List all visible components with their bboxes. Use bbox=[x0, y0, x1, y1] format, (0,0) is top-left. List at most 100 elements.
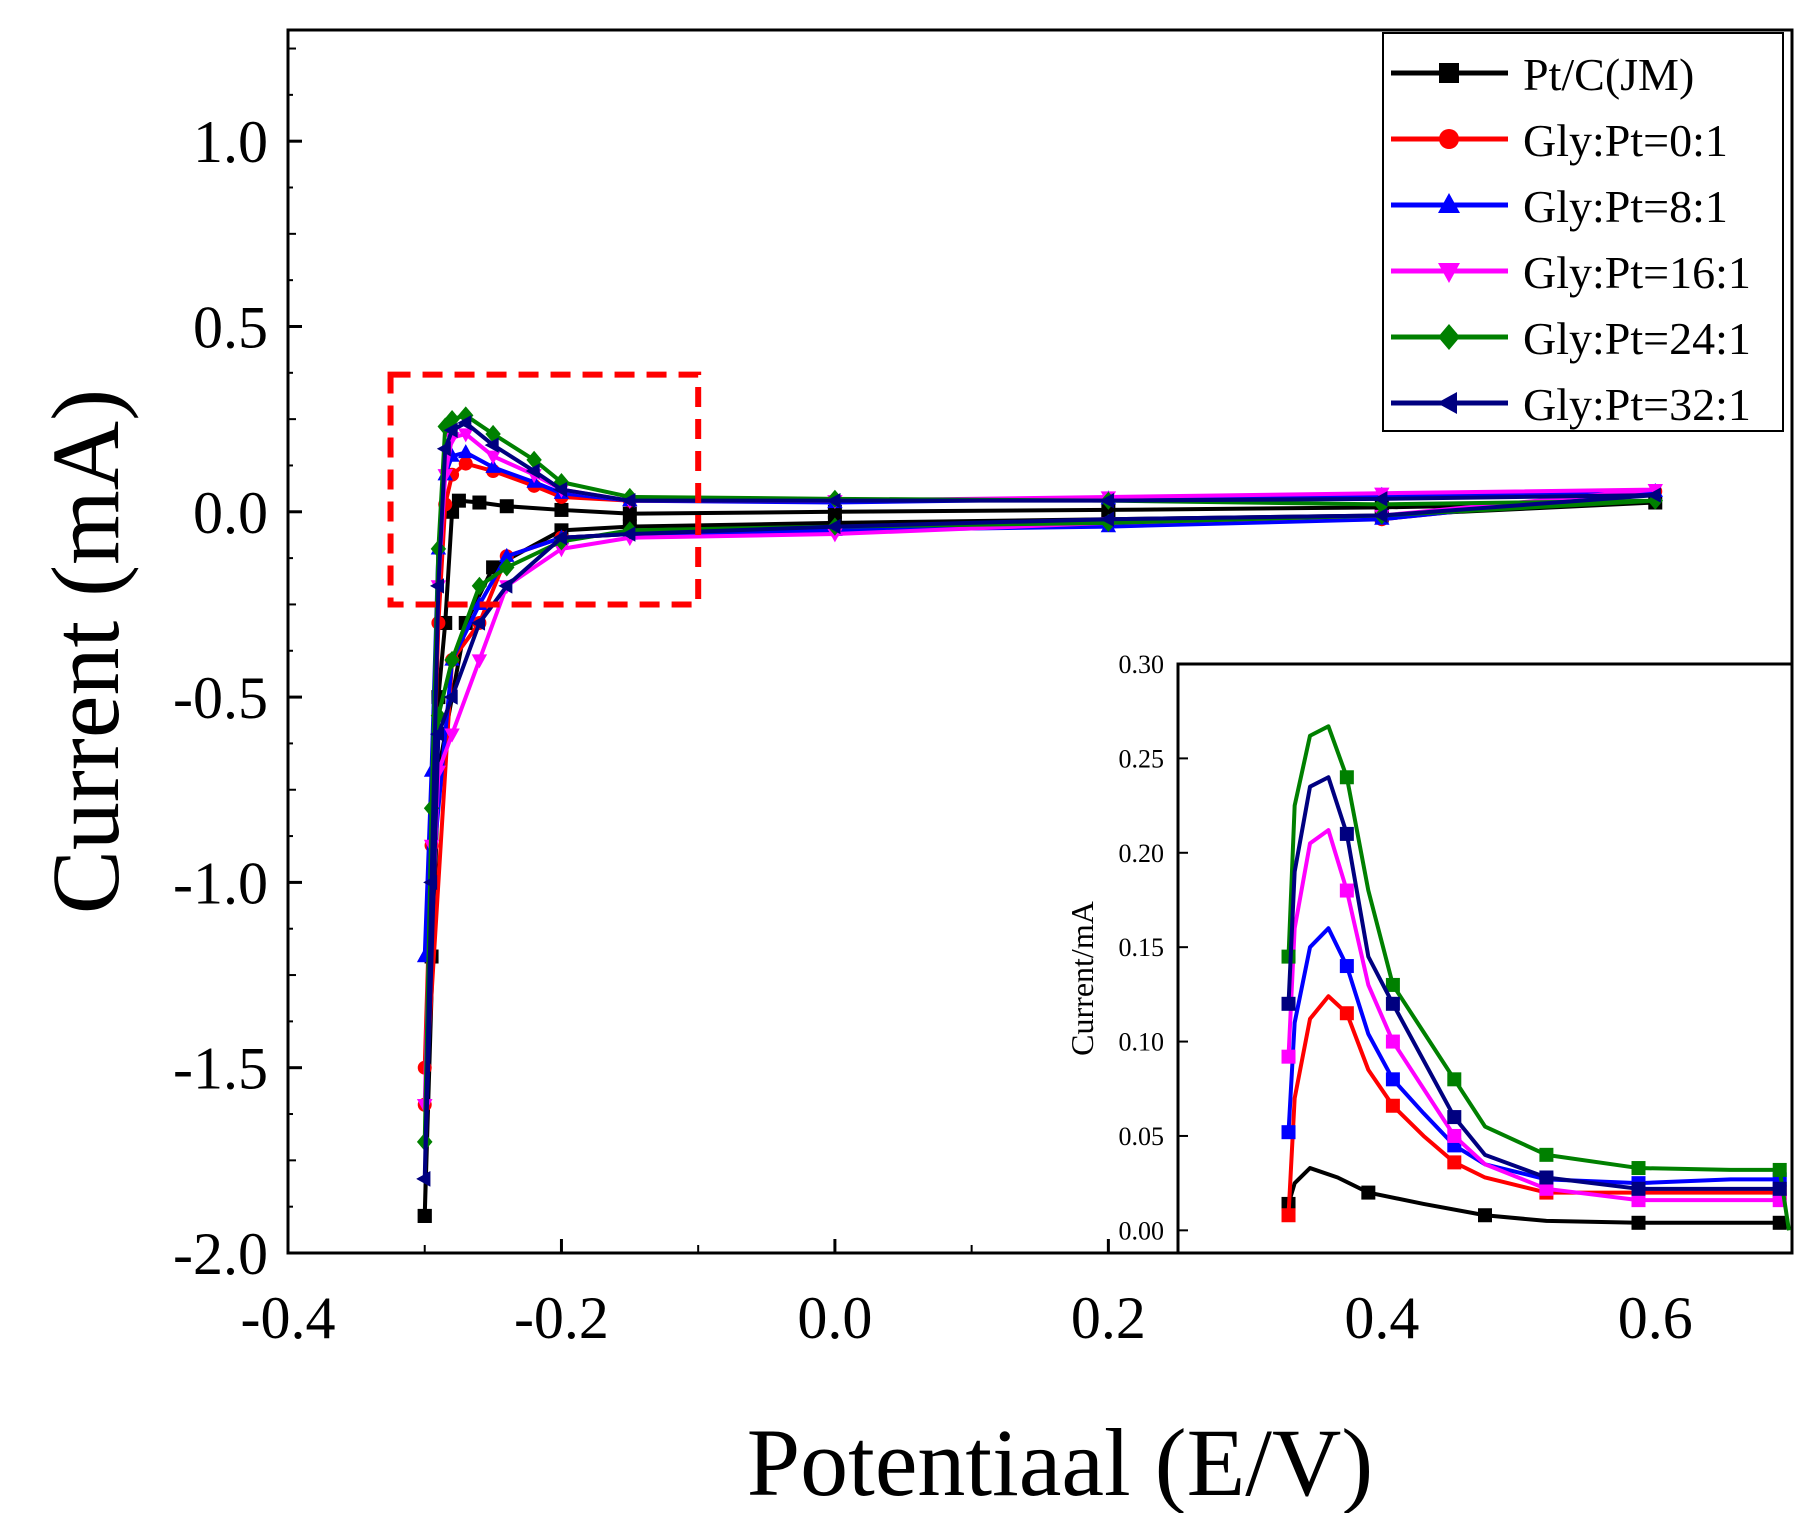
data-point bbox=[451, 493, 466, 508]
series-5 bbox=[416, 415, 1661, 1187]
legend-label: Gly:Pt=24:1 bbox=[1523, 313, 1751, 364]
inset-series-line bbox=[1286, 775, 1780, 1191]
inset-series-5 bbox=[1281, 775, 1787, 1196]
legend-marker bbox=[1438, 193, 1460, 213]
inset-series-line bbox=[1286, 926, 1780, 1186]
inset-series-line bbox=[1286, 724, 1791, 1231]
legend-item: Gly:Pt=24:1 bbox=[1391, 313, 1751, 364]
data-point bbox=[1647, 491, 1663, 510]
data-point bbox=[485, 458, 501, 473]
data-point bbox=[498, 578, 513, 594]
y-tick-label: -0.5 bbox=[173, 665, 268, 731]
y-tick-label: 1.0 bbox=[193, 109, 268, 175]
inset-data-point bbox=[1447, 1072, 1462, 1087]
legend-marker bbox=[1437, 392, 1457, 414]
data-point bbox=[621, 526, 636, 542]
data-point bbox=[457, 415, 472, 431]
inset-data-point bbox=[1447, 1110, 1462, 1125]
inset-data-point bbox=[1772, 1215, 1787, 1230]
legend-marker bbox=[1439, 63, 1459, 83]
inset-data-point bbox=[1339, 826, 1354, 841]
data-point bbox=[1646, 487, 1661, 503]
data-point bbox=[526, 450, 542, 470]
data-point bbox=[826, 492, 841, 509]
inset-data-point bbox=[1772, 1181, 1787, 1196]
inset-data-point bbox=[1447, 1128, 1462, 1143]
y-tick-label: -1.5 bbox=[173, 1036, 268, 1102]
x-tick-label: 0.4 bbox=[1344, 1285, 1419, 1351]
x-tick-label: -0.4 bbox=[241, 1285, 336, 1351]
data-point bbox=[444, 650, 460, 670]
x-tick-label: -0.2 bbox=[514, 1285, 609, 1351]
data-point bbox=[458, 444, 474, 459]
inset-data-point bbox=[1539, 1147, 1554, 1162]
data-point bbox=[1373, 491, 1388, 507]
inset-y-tick-label: 0.15 bbox=[1119, 933, 1165, 962]
legend-marker bbox=[1439, 129, 1459, 149]
inset-y-axis-label: Current/mA bbox=[1064, 901, 1100, 1056]
data-point bbox=[553, 530, 568, 546]
inset-data-point bbox=[1339, 883, 1354, 898]
data-point bbox=[443, 689, 458, 705]
inset-data-point bbox=[1385, 996, 1400, 1011]
data-point bbox=[484, 437, 499, 453]
legend-label: Gly:Pt=0:1 bbox=[1523, 115, 1728, 166]
legend-item: Pt/C(JM) bbox=[1391, 49, 1694, 100]
y-tick-label: -1.0 bbox=[173, 850, 268, 916]
data-point bbox=[485, 450, 501, 465]
main-plot-frame bbox=[286, 28, 1794, 1255]
inset-data-point bbox=[1281, 1049, 1296, 1064]
inset-series-line bbox=[1286, 994, 1780, 1216]
inset-data-point bbox=[1631, 1215, 1646, 1230]
data-point bbox=[553, 473, 570, 492]
inset-data-point bbox=[1631, 1193, 1646, 1208]
data-point bbox=[458, 456, 473, 471]
legend-label: Gly:Pt=16:1 bbox=[1523, 247, 1751, 298]
inset-data-point bbox=[1339, 770, 1354, 785]
y-axis-label: Current (mA) bbox=[32, 389, 139, 914]
legend: Pt/C(JM) Gly:Pt=0:1 Gly:Pt=8:1 Gly:Pt=16:1 G… bbox=[1382, 32, 1784, 432]
inset-data-point bbox=[1281, 1125, 1296, 1140]
inset-data-point bbox=[1539, 1170, 1554, 1185]
data-point bbox=[471, 654, 488, 669]
data-point bbox=[437, 417, 453, 436]
legend-item: Gly:Pt=8:1 bbox=[1391, 181, 1728, 232]
data-point bbox=[621, 492, 636, 509]
legend-marker bbox=[1438, 324, 1460, 350]
data-point bbox=[436, 441, 451, 457]
data-point bbox=[1099, 511, 1114, 527]
inset-y-tick-label: 0.25 bbox=[1119, 744, 1165, 773]
inset-data-point bbox=[1361, 1185, 1376, 1200]
data-point bbox=[423, 874, 438, 891]
legend-label: Gly:Pt=8:1 bbox=[1523, 181, 1728, 232]
data-point bbox=[525, 463, 540, 479]
highlight-box bbox=[387, 371, 702, 608]
data-point bbox=[1373, 507, 1388, 524]
legend-item: Gly:Pt=0:1 bbox=[1391, 115, 1728, 166]
data-point bbox=[622, 506, 637, 521]
x-tick-label: 0.6 bbox=[1618, 1285, 1693, 1351]
legend-marker bbox=[1438, 263, 1460, 283]
data-point bbox=[1099, 492, 1114, 509]
data-point bbox=[827, 504, 842, 519]
inset-data-point bbox=[1385, 1034, 1400, 1049]
data-point bbox=[443, 422, 458, 438]
y-tick-label: -2.0 bbox=[173, 1221, 268, 1287]
inset-series-line bbox=[1286, 1166, 1780, 1225]
x-tick-label: 0.0 bbox=[797, 1285, 872, 1351]
inset-data-point bbox=[1539, 1181, 1554, 1196]
inset-y-tick-label: 0.30 bbox=[1119, 650, 1165, 679]
y-tick-label: 0.0 bbox=[193, 480, 268, 546]
inset-data-point bbox=[1447, 1155, 1462, 1170]
inset-series-line bbox=[1286, 828, 1780, 1203]
inset-data-point bbox=[1631, 1181, 1646, 1196]
inset-series-3 bbox=[1281, 828, 1787, 1208]
data-point bbox=[554, 502, 569, 517]
inset-data-point bbox=[1339, 959, 1354, 974]
inset-data-point bbox=[1339, 1006, 1354, 1021]
inset-data-point bbox=[1281, 1208, 1296, 1223]
inset-data-point bbox=[1631, 1161, 1646, 1176]
data-point bbox=[826, 518, 841, 535]
inset-y-tick-label: 0.00 bbox=[1119, 1216, 1165, 1245]
